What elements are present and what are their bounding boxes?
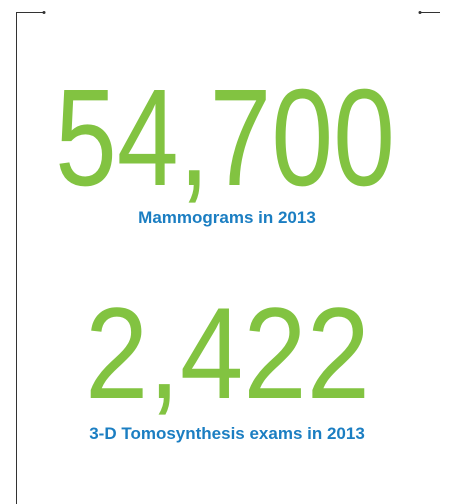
stat-label: 3-D Tomosynthesis exams in 2013 <box>89 424 365 443</box>
stat-value: 54,700 <box>55 61 395 215</box>
frame-dot <box>418 11 422 14</box>
stat-value: 2,422 <box>85 280 370 426</box>
stat-label: Mammograms in 2013 <box>138 208 316 227</box>
frame-dot <box>42 11 46 14</box>
